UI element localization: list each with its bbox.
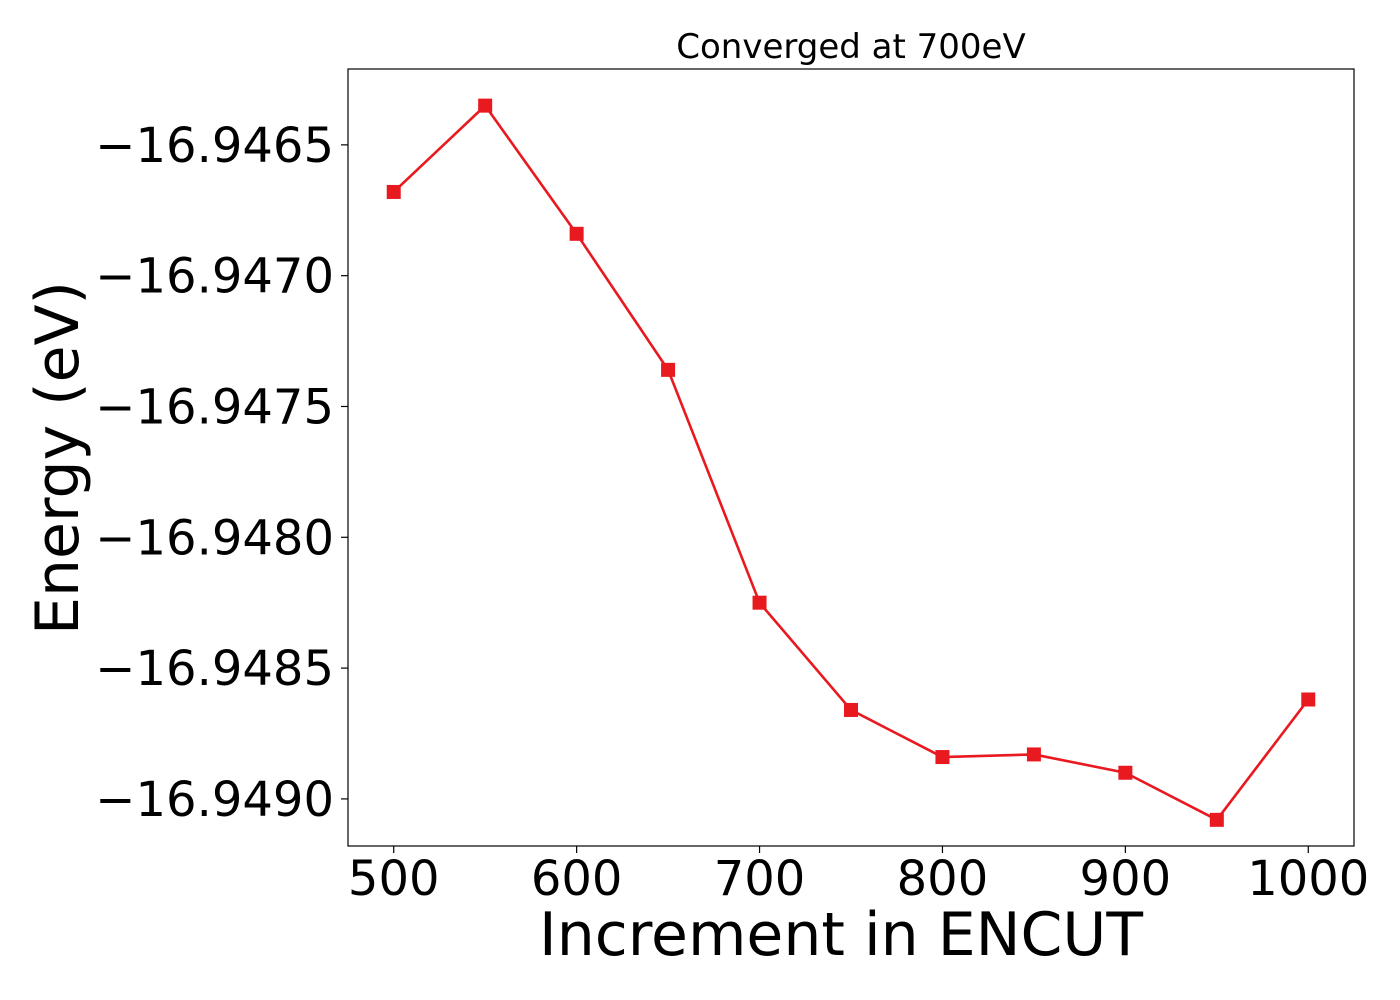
- data-point-marker: [844, 702, 858, 717]
- x-tick-label: 900: [1080, 851, 1172, 907]
- x-tick-label: 500: [348, 851, 440, 907]
- chart-title: Converged at 700eV: [676, 27, 1025, 67]
- y-axis-ticks: −16.9465 −16.9470 −16.9475 −16.9480 −16.9485…: [95, 118, 348, 828]
- data-point-marker: [1026, 747, 1041, 762]
- x-axis-ticks: 500 600 700 800 900 1000: [348, 846, 1369, 907]
- data-point-marker: [661, 362, 676, 377]
- x-tick-label: 800: [897, 851, 989, 907]
- data-point-marker: [478, 98, 493, 113]
- y-tick-label: −16.9475: [95, 379, 334, 435]
- data-point-marker: [935, 750, 950, 765]
- data-point-marker: [1301, 692, 1316, 707]
- series-layer: [386, 98, 1316, 827]
- x-tick-label: 600: [531, 851, 623, 907]
- x-tick-label: 1000: [1247, 851, 1369, 907]
- x-tick-label: 700: [714, 851, 806, 907]
- y-tick-label: −16.9465: [95, 118, 334, 174]
- data-point-marker: [752, 595, 767, 610]
- data-point-marker: [569, 226, 584, 241]
- plot-area: [347, 68, 1355, 847]
- y-tick-label: −16.9485: [95, 641, 334, 697]
- data-point-marker: [386, 184, 401, 199]
- y-tick-label: −16.9470: [95, 249, 334, 305]
- x-axis-label: Increment in ENCUT: [539, 900, 1143, 970]
- data-point-marker: [1209, 812, 1224, 827]
- data-point-marker: [1118, 765, 1133, 780]
- y-axis-label: Energy (eV): [23, 281, 93, 635]
- y-tick-label: −16.9490: [95, 772, 334, 828]
- y-tick-label: −16.9480: [95, 510, 334, 566]
